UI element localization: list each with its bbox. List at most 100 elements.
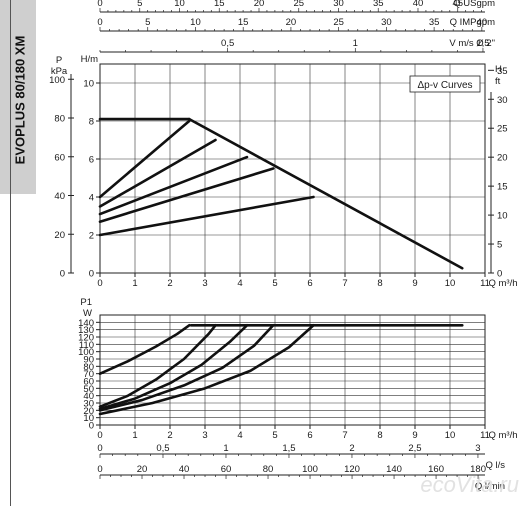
top-axis-tick-label: 20	[254, 0, 265, 9]
head-tick-label-q: 4	[237, 278, 242, 289]
top-axis-tick-label: 20	[286, 17, 297, 28]
bottom-axis-tick-label: 0	[97, 443, 102, 454]
power-tick-label-q: 9	[412, 430, 417, 441]
head-plot-frame	[99, 63, 486, 274]
power-tick-label-q: 2	[167, 430, 172, 441]
bottom-axis-tick-label: 140	[386, 464, 402, 475]
ft-tick-label: 30	[497, 95, 508, 106]
bottom-axis-tick-label: 3	[475, 443, 480, 454]
power-tick-label-w: 110	[79, 340, 94, 351]
ft-tick-label: 20	[497, 153, 508, 164]
bottom-axis-tick-label: 0	[97, 464, 102, 475]
top-axis-tick-label: 35	[429, 17, 440, 28]
top-axis-tick-label: 25	[333, 17, 344, 28]
ft-tick-label: 15	[497, 182, 508, 193]
top-axis-tick-label: 30	[333, 0, 344, 9]
top-axis-tick-label: 15	[214, 0, 225, 9]
head-tick-label-q: 2	[167, 278, 172, 289]
pressure-axis-title: P	[56, 55, 62, 66]
power-tick-label-w: 120	[78, 333, 94, 344]
head-tick-label-h: 0	[89, 269, 94, 280]
bottom-axis-tick-label: 160	[428, 464, 444, 475]
pressure-tick-label: 20	[54, 230, 65, 241]
head-tick-label-q: 3	[202, 278, 207, 289]
power-curve-line	[98, 323, 249, 411]
power-curve-line	[98, 323, 315, 416]
head-tick-label-q: 11	[480, 278, 490, 289]
power-tick-label-w: 0	[89, 421, 94, 432]
power-tick-label-q: 11	[480, 430, 490, 441]
bottom-axis-tick-label: 2	[349, 443, 354, 454]
top-axis-tick-label: 5	[137, 0, 142, 9]
head-curve-line	[98, 119, 191, 199]
top-axis-tick-label: 0	[97, 0, 102, 9]
power-tick-label-q: 6	[307, 430, 312, 441]
power-curve-line	[98, 323, 275, 412]
head-tick-label-h: 8	[89, 117, 94, 128]
top-axis-tick-label: 10	[190, 17, 201, 28]
top-axis-tick-label: 30	[381, 17, 392, 28]
top-axis-title: Q IMPgpm	[450, 17, 495, 28]
power-tick-label-q: 10	[445, 430, 456, 441]
ft-axis-unit: ft	[495, 76, 501, 87]
head-tick-label-h: 6	[89, 155, 94, 166]
top-axis-tick-label: 35	[373, 0, 384, 9]
pressure-tick-label: 100	[49, 75, 65, 86]
watermark: ecoVita.ru	[420, 472, 519, 497]
ft-tick-label: 25	[497, 124, 508, 135]
bottom-axis-tick-label: 60	[221, 464, 232, 475]
top-axis-tick-label: 40	[477, 17, 488, 28]
bottom-axis-tick-label: 1,5	[282, 443, 295, 454]
power-tick-label-q: 0	[97, 430, 102, 441]
power-axis-unit: W	[83, 308, 92, 319]
ft-tick-label: 10	[497, 211, 508, 222]
bottom-axis-tick-label: 40	[179, 464, 190, 475]
legend-box	[409, 75, 481, 93]
power-tick-label-q: 7	[342, 430, 347, 441]
power-tick-label-w: 70	[83, 369, 94, 380]
power-tick-label-w: 10	[83, 413, 94, 424]
ft-tick-label: 0	[497, 269, 502, 280]
power-curve-line	[98, 323, 191, 375]
ft-tick-label: 5	[497, 240, 502, 251]
head-tick-label-q: 5	[272, 278, 277, 289]
head-axis-title-q: Q m³/h	[488, 278, 517, 289]
power-tick-label-q: 5	[272, 430, 277, 441]
left-divider	[10, 0, 11, 506]
bottom-axis-title: Q l/min	[475, 481, 505, 492]
head-tick-label-h: 10	[83, 79, 94, 90]
head-chart: 0246810H/m020406080100PkPa05101520253035…	[49, 0, 517, 289]
top-axis-tick-label: 0	[97, 17, 102, 28]
power-curve-line	[98, 323, 217, 408]
top-axis-tick-label: 5	[145, 17, 150, 28]
head-tick-label-q: 7	[342, 278, 347, 289]
power-tick-label-q: 8	[377, 430, 382, 441]
bottom-axis-title: Q l/s	[485, 460, 505, 471]
head-tick-label-q: 0	[97, 278, 102, 289]
power-tick-label-w: 140	[78, 318, 94, 329]
bottom-axis-tick-label: 0,5	[156, 443, 169, 454]
head-curve-line	[98, 155, 249, 216]
power-tick-label-w: 100	[78, 347, 94, 358]
power-tick-label-q: 1	[132, 430, 137, 441]
head-tick-label-q: 1	[132, 278, 137, 289]
head-tick-label-h: 2	[89, 231, 94, 242]
ft-axis-title: H	[495, 64, 502, 75]
power-tick-label-w: 130	[78, 325, 94, 336]
legend-label: Δp-v Curves	[417, 80, 472, 91]
power-tick-label-q: 3	[202, 430, 207, 441]
top-axis-tick-label: 1	[353, 38, 358, 49]
top-axis-title: V m/s Ø 2"	[449, 38, 495, 49]
top-axis-tick-label: 40	[413, 0, 424, 9]
power-tick-label-q: 4	[237, 430, 242, 441]
top-axis-title: Q USgpm	[453, 0, 495, 9]
top-axis-tick-label: 25	[293, 0, 304, 9]
power-axis-title-q: Q m³/h	[488, 430, 517, 441]
power-tick-label-w: 40	[83, 391, 94, 402]
power-tick-label-w: 80	[83, 362, 94, 373]
bottom-axis-tick-label: 180	[470, 464, 486, 475]
head-tick-label-q: 6	[307, 278, 312, 289]
head-tick-label-q: 10	[445, 278, 456, 289]
